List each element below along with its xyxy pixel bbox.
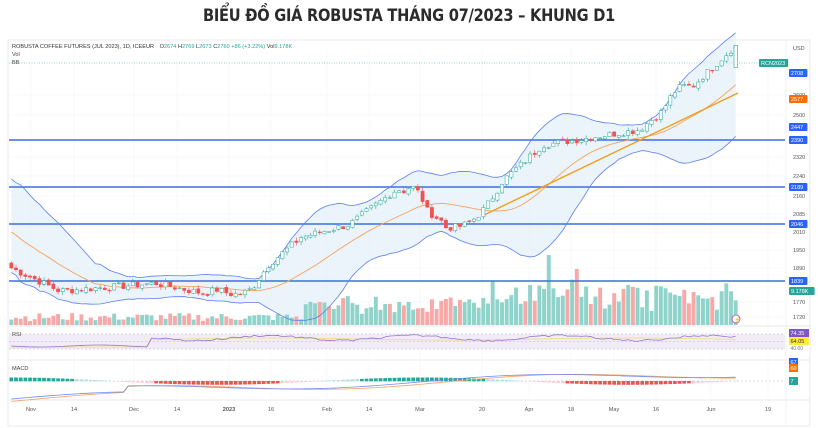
svg-text:14: 14: [174, 407, 180, 413]
svg-text:16: 16: [268, 407, 274, 413]
svg-text:20: 20: [479, 407, 485, 413]
low-label: L: [196, 44, 200, 50]
close-value: 2760: [217, 44, 230, 50]
svg-text:RSI: RSI: [12, 332, 22, 338]
event-marker-icon: [731, 314, 741, 324]
svg-text:2390: 2390: [791, 138, 803, 144]
svg-text:67: 67: [791, 360, 797, 366]
bollinger-indicator-label[interactable]: BB: [12, 60, 20, 66]
svg-text:2320: 2320: [793, 155, 805, 161]
svg-text:2010: 2010: [793, 230, 805, 236]
svg-text:2046: 2046: [791, 222, 803, 228]
svg-text:Jun: Jun: [706, 407, 715, 413]
svg-text:40.00: 40.00: [791, 346, 804, 352]
svg-text:1770: 1770: [793, 300, 805, 306]
svg-text:2085: 2085: [793, 212, 805, 218]
high-value: 2769: [182, 44, 195, 50]
open-value: 2674: [163, 44, 177, 50]
svg-text:RCN2023: RCN2023: [761, 61, 785, 67]
svg-text:Dec: Dec: [129, 407, 139, 413]
pane-labels: RSI MACD: [12, 332, 28, 372]
bollinger-fill: [11, 32, 736, 321]
svg-text:2240: 2240: [793, 174, 805, 180]
svg-text:USD: USD: [793, 46, 805, 52]
svg-text:May: May: [609, 407, 620, 413]
support-resistance-lines[interactable]: [9, 139, 785, 282]
trendlines[interactable]: [483, 92, 739, 216]
svg-text:Mar: Mar: [415, 407, 425, 413]
svg-text:Feb: Feb: [322, 407, 332, 413]
grid-lines: [7, 39, 811, 427]
high-label: H: [177, 44, 183, 50]
svg-text:2577: 2577: [791, 97, 803, 103]
rsi-pane: [9, 333, 785, 350]
svg-text:2708: 2708: [791, 71, 803, 77]
svg-text:14: 14: [71, 407, 77, 413]
svg-text:⚡: ⚡: [734, 316, 741, 323]
svg-text:74.35: 74.35: [791, 331, 805, 337]
svg-text:1720: 1720: [793, 315, 805, 321]
page-title: BIỂU ĐỒ GIÁ ROBUSTA THÁNG 07/2023 – KHUN…: [202, 6, 616, 26]
time-axis[interactable]: Nov 14 Dec 14 2023 16 Feb 14 Mar 20 Apr 18 May 16 Jun 1…: [26, 407, 771, 413]
svg-text:2160: 2160: [793, 194, 805, 200]
svg-text:2447: 2447: [791, 125, 803, 131]
svg-text:1890: 1890: [793, 266, 805, 272]
bollinger-bands: [11, 32, 736, 321]
open-label: O: [159, 44, 164, 50]
symbol-legend: ROBUSTA COFFEE FUTURES (JUL 2023), 1D, I…: [12, 44, 292, 50]
svg-text:7: 7: [791, 379, 794, 385]
svg-text:MACD: MACD: [12, 366, 28, 372]
svg-text:1839: 1839: [791, 279, 803, 285]
close-label: C: [213, 44, 218, 50]
vol-label: Vol: [266, 44, 275, 50]
price-axis[interactable]: USD2600250023202240216020852010195018901…: [759, 46, 815, 385]
svg-text:Nov: Nov: [26, 407, 36, 413]
svg-text:16: 16: [653, 407, 659, 413]
macd-pane: [9, 373, 785, 402]
svg-text:2023: 2023: [223, 407, 235, 413]
svg-text:60: 60: [791, 366, 797, 372]
change-value: +86 (+3.22%): [231, 44, 266, 50]
svg-text:18: 18: [568, 407, 574, 413]
svg-text:1950: 1950: [793, 248, 805, 254]
symbol-name: ROBUSTA COFFEE FUTURES (JUL 2023), 1D, I…: [12, 44, 155, 50]
svg-text:Apr: Apr: [525, 407, 534, 413]
svg-text:9.178K: 9.178K: [791, 289, 809, 295]
svg-text:14: 14: [366, 407, 372, 413]
candlesticks: [9, 44, 738, 299]
low-value: 2673: [199, 44, 212, 50]
svg-text:2500: 2500: [793, 113, 805, 119]
svg-text:64.05: 64.05: [791, 339, 805, 345]
vol-value: 9.178K: [274, 44, 293, 50]
svg-text:2189: 2189: [791, 185, 803, 191]
volume-indicator-label[interactable]: Vol: [12, 52, 20, 58]
svg-text:19: 19: [765, 407, 771, 413]
